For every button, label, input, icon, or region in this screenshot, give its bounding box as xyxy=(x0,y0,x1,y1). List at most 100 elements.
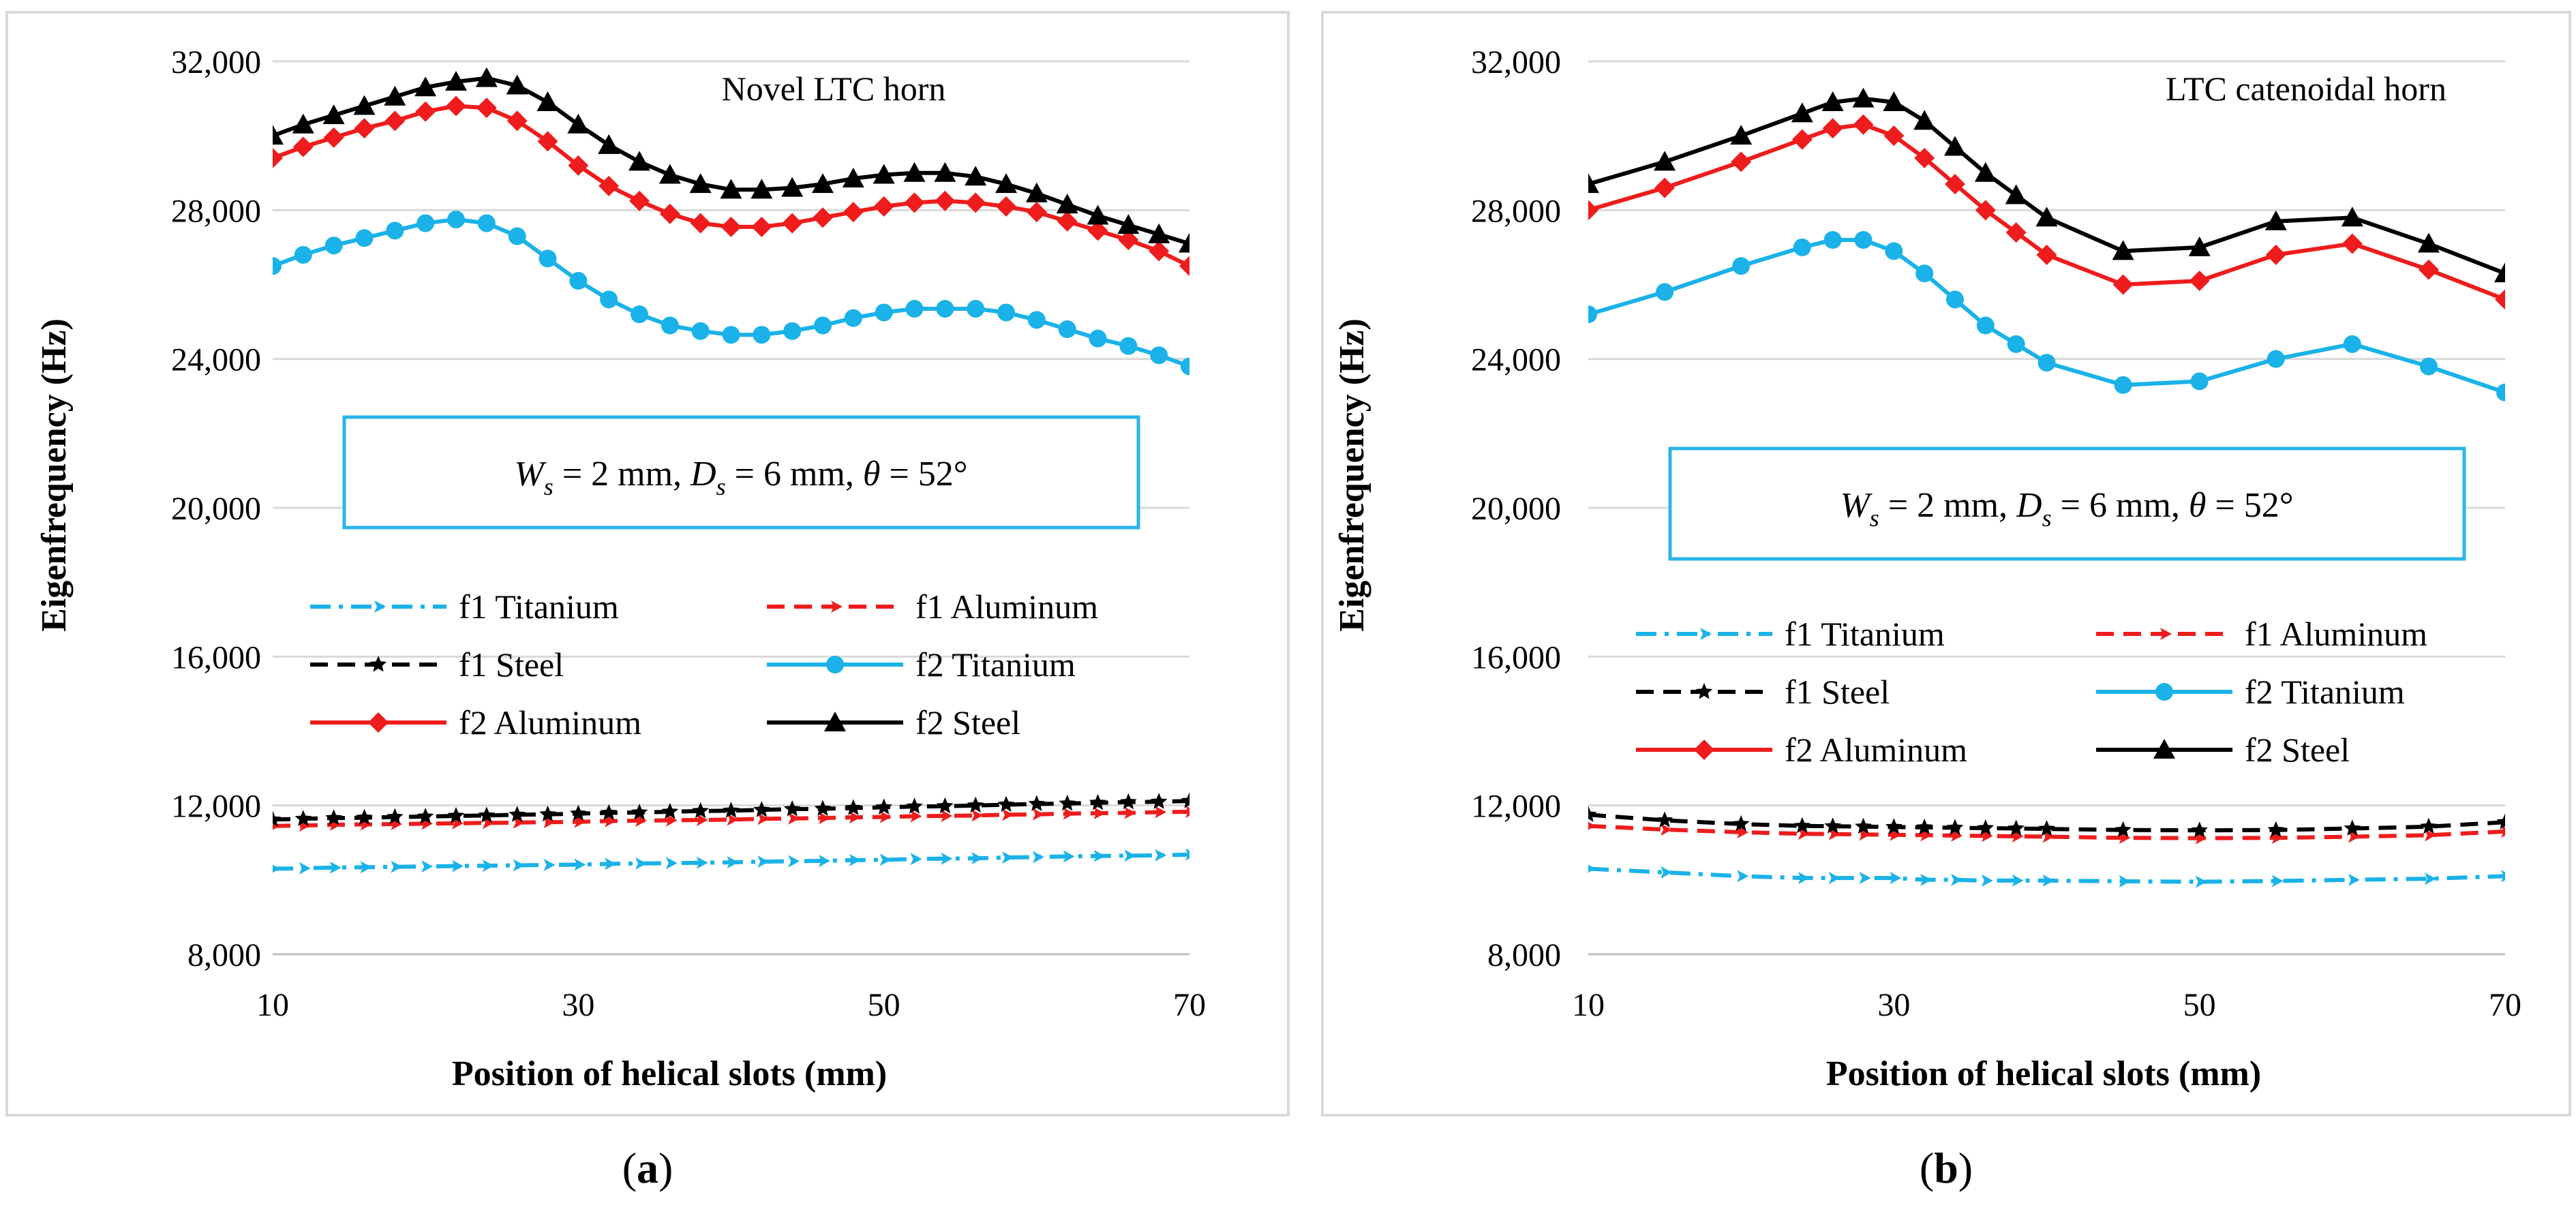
data-point-b-3-15 xyxy=(2343,335,2361,353)
data-point-b-1-7 xyxy=(1920,829,1933,842)
data-point-a-2-19 xyxy=(845,799,862,815)
data-point-b-0-15 xyxy=(2348,873,2360,886)
data-point-b-0-13 xyxy=(2195,875,2207,888)
panel-label-a-letter: a xyxy=(637,1144,658,1192)
data-point-a-2-11 xyxy=(600,804,618,821)
param-d-sub-a: s xyxy=(716,473,726,500)
data-point-a-2-10 xyxy=(570,804,587,821)
series-a-f2-titanium xyxy=(273,210,1189,376)
data-point-b-2-6 xyxy=(1885,818,1903,834)
parameter-box-frame-a xyxy=(342,415,1140,530)
data-point-b-3-7 xyxy=(1915,264,1934,283)
data-point-a-3-5 xyxy=(416,214,435,232)
data-point-a-5-6 xyxy=(445,71,467,91)
data-point-a-4-24 xyxy=(996,196,1016,217)
data-point-a-1-8 xyxy=(513,816,525,829)
y-axis-title-a: Eigenfrequency (Hz) xyxy=(35,318,74,632)
data-point-a-4-0 xyxy=(273,147,283,168)
data-point-b-1-10 xyxy=(2012,830,2024,842)
data-point-a-0-11 xyxy=(605,857,617,870)
data-point-a-0-15 xyxy=(727,856,739,869)
data-point-a-5-8 xyxy=(506,74,528,95)
data-point-a-3-23 xyxy=(967,299,985,318)
x-tick-label-b-2: 50 xyxy=(2183,987,2216,1023)
data-point-a-1-14 xyxy=(696,813,708,826)
data-point-b-5-1 xyxy=(1654,151,1676,171)
x-axis-title-b: Position of helical slots (mm) xyxy=(1826,1054,2261,1093)
data-point-a-1-29 xyxy=(1155,806,1167,819)
legend-item-a-2: f1 Steel xyxy=(310,645,564,684)
data-point-a-3-3 xyxy=(355,229,374,247)
data-point-a-3-25 xyxy=(1027,311,1046,329)
data-point-a-3-9 xyxy=(539,249,557,268)
data-point-a-2-12 xyxy=(631,804,648,820)
data-point-a-5-28 xyxy=(1117,214,1140,234)
param-w-a: W xyxy=(514,455,547,493)
data-point-a-0-12 xyxy=(635,857,647,870)
data-point-a-2-29 xyxy=(1150,793,1168,809)
data-point-b-2-1 xyxy=(1656,811,1673,827)
data-point-a-0-18 xyxy=(819,854,830,867)
data-point-a-1-11 xyxy=(605,815,617,827)
data-point-a-4-26 xyxy=(1057,211,1078,232)
y-tick-label-b-6: 32,000 xyxy=(1471,44,1561,80)
data-point-a-4-25 xyxy=(1026,202,1047,223)
data-point-a-4-11 xyxy=(598,175,620,196)
series-line-b-4 xyxy=(1588,122,2505,302)
data-point-b-5-6 xyxy=(1883,91,1905,112)
legend-marker-b-4 xyxy=(1694,740,1714,760)
data-point-a-5-9 xyxy=(536,91,559,112)
data-point-b-5-2 xyxy=(1730,125,1753,145)
data-point-a-4-19 xyxy=(843,202,864,223)
param-theta-value-b: = 52° xyxy=(2206,486,2293,525)
data-point-b-5-12 xyxy=(2112,240,2134,260)
data-point-b-4-3 xyxy=(1791,129,1813,150)
data-point-b-0-6 xyxy=(1890,872,1902,885)
legend-label-a-0: f1 Titanium xyxy=(459,588,619,626)
data-point-a-2-9 xyxy=(539,805,556,822)
data-point-a-5-13 xyxy=(658,164,681,184)
data-point-a-0-2 xyxy=(329,861,342,874)
data-point-a-0-7 xyxy=(482,860,494,872)
data-point-b-3-14 xyxy=(2267,350,2285,368)
data-point-a-3-7 xyxy=(477,214,496,232)
data-point-a-0-22 xyxy=(941,852,953,865)
y-tick-label-a-0: 8,000 xyxy=(187,937,261,973)
series-a-f2-steel xyxy=(273,67,1189,253)
data-point-b-0-8 xyxy=(1951,873,1963,886)
data-point-a-3-6 xyxy=(447,210,465,228)
data-point-b-3-4 xyxy=(1823,231,1842,249)
data-point-a-1-21 xyxy=(910,810,922,823)
data-point-b-3-6 xyxy=(1885,242,1903,260)
panel-label-a: (a) xyxy=(622,1144,673,1192)
parameter-box-b: Ws = 2 mm, Ds = 6 mm, θ = 52° xyxy=(1668,446,2466,561)
data-point-a-5-1 xyxy=(292,113,314,134)
data-point-b-1-12 xyxy=(2119,832,2131,845)
parameter-box-a: Ws = 2 mm, Ds = 6 mm, θ = 52° xyxy=(342,415,1140,530)
data-point-a-4-23 xyxy=(965,192,986,213)
data-point-a-0-23 xyxy=(971,852,984,865)
data-point-a-1-26 xyxy=(1063,807,1075,820)
data-point-a-3-10 xyxy=(569,272,588,290)
data-point-a-0-8 xyxy=(513,859,525,872)
data-point-b-1-14 xyxy=(2271,832,2284,845)
data-point-b-1-6 xyxy=(1890,828,1902,841)
data-point-b-0-5 xyxy=(1859,872,1871,885)
y-tick-label-a-1: 12,000 xyxy=(171,789,261,825)
data-point-b-5-13 xyxy=(2188,236,2211,256)
x-tick-label-a-0: 10 xyxy=(256,987,289,1023)
data-point-b-1-9 xyxy=(1981,830,1993,842)
data-point-a-4-17 xyxy=(782,213,803,234)
data-point-b-4-6 xyxy=(1883,125,1905,147)
data-point-b-2-14 xyxy=(2267,821,2285,838)
data-point-b-5-5 xyxy=(1852,87,1875,108)
y-tick-label-b-2: 16,000 xyxy=(1471,639,1561,675)
data-point-a-3-20 xyxy=(875,303,893,322)
data-point-a-4-12 xyxy=(629,190,650,211)
series-b-f1-titanium xyxy=(1588,864,2505,888)
legend-item-a-1: f1 Aluminum xyxy=(767,588,1098,626)
series-b-f2-steel xyxy=(1588,87,2505,283)
data-point-a-5-4 xyxy=(384,85,406,106)
legend-label-b-3: f2 Titanium xyxy=(2245,673,2405,711)
data-point-a-2-13 xyxy=(661,802,679,819)
